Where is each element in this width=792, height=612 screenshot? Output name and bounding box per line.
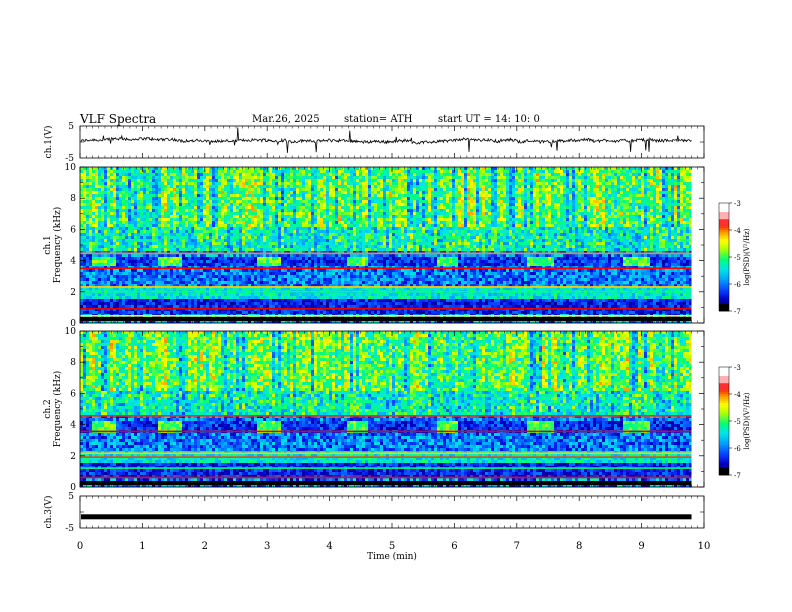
xtick-label: 9 (638, 541, 644, 552)
station-label: station= ATH (344, 114, 412, 125)
ytick-label: 10 (65, 327, 77, 337)
colorbar-tick-label: -5 (734, 254, 741, 262)
channel-axis-label: ch.1(V) (43, 126, 54, 159)
ytick-label: 4 (70, 421, 76, 431)
frequency-axis-label: Frequency (kHz) (52, 371, 63, 448)
ytick-label: 2 (70, 452, 76, 462)
xtick-label: 5 (389, 541, 395, 552)
colorbar-label: log(PSD)(V²/Hz) (743, 228, 751, 285)
waveform-trace (81, 514, 692, 519)
ytick-label: 5 (68, 122, 74, 132)
ytick-label: 8 (70, 358, 76, 368)
xtick-label: 10 (698, 541, 711, 552)
waveform-trace (81, 128, 691, 153)
colorbar-tick-label: -4 (734, 227, 741, 235)
channel-label: ch.2 (43, 399, 53, 418)
ch1-spectrogram-panel-colorbar: -3 -4 -5 -6 -7 log(PSD)(V²/Hz) (719, 200, 751, 316)
xtick-label: 1 (139, 541, 145, 552)
xtick-label: 0 (77, 541, 83, 552)
ytick-label: 5 (68, 492, 74, 502)
ytick-label: 4 (70, 257, 76, 267)
ytick-label: -5 (65, 524, 74, 534)
ytick-label: 6 (70, 389, 76, 399)
colorbar-tick-label: -5 (734, 418, 741, 426)
colorbar-tick-label: -7 (734, 308, 741, 316)
figure-title: VLF Spectra (80, 112, 156, 126)
xtick-label: 7 (514, 541, 520, 552)
colorbar-tick-label: -3 (734, 364, 741, 372)
colorbar-tick-label: -3 (734, 200, 741, 208)
ytick-label: 8 (70, 194, 76, 204)
xtick-label: 3 (264, 541, 270, 552)
xtick-label: 6 (451, 541, 457, 552)
channel-axis-label: ch.3(V) (43, 496, 54, 529)
ch2-spectrogram-panel-colorbar: -3 -4 -5 -6 -7 log(PSD)(V²/Hz) (719, 364, 751, 480)
xtick-label: 2 (202, 541, 208, 552)
colorbar-label: log(PSD)(V²/Hz) (743, 392, 751, 449)
time-axis-label: Time (min) (367, 551, 417, 562)
colorbar-tick-label: -6 (734, 281, 741, 289)
xtick-label: 8 (576, 541, 582, 552)
colorbar-tick-label: -6 (734, 445, 741, 453)
ytick-label: 2 (70, 288, 76, 298)
colorbar-tick-label: -7 (734, 472, 741, 480)
colorbar-tick-label: -4 (734, 391, 741, 399)
xtick-label: 4 (326, 541, 332, 552)
frequency-axis-label: Frequency (kHz) (52, 207, 63, 284)
ytick-label: 6 (70, 225, 76, 235)
ytick-label: 10 (65, 163, 77, 173)
date-label: Mar.26, 2025 (252, 114, 320, 125)
start-time-label: start UT = 14: 10: 0 (438, 114, 540, 125)
channel-label: ch.1 (43, 235, 53, 254)
